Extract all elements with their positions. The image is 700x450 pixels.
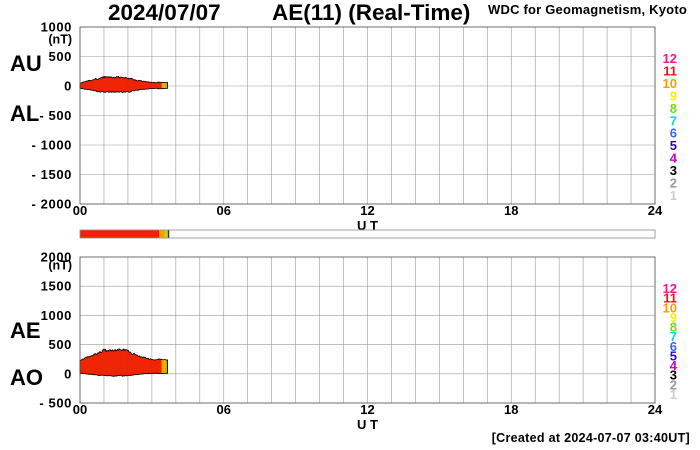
svg-text:AL: AL	[10, 101, 39, 126]
svg-text:24: 24	[648, 203, 663, 218]
svg-text:AE(11) (Real-Time): AE(11) (Real-Time)	[272, 0, 470, 25]
svg-text:12: 12	[360, 402, 374, 417]
svg-text:- 500: - 500	[39, 108, 72, 123]
svg-text:500: 500	[49, 337, 73, 352]
svg-text:18: 18	[504, 203, 518, 218]
svg-text:1: 1	[670, 387, 677, 402]
svg-text:(nT): (nT)	[48, 33, 72, 47]
svg-text:1500: 1500	[41, 279, 72, 294]
svg-text:- 1500: - 1500	[32, 167, 72, 182]
svg-text:2024/07/07: 2024/07/07	[108, 0, 221, 25]
svg-text:AU: AU	[10, 51, 42, 76]
svg-text:U T: U T	[357, 417, 378, 432]
svg-text:00: 00	[73, 402, 87, 417]
svg-text:24: 24	[648, 402, 663, 417]
svg-text:12: 12	[360, 203, 374, 218]
svg-text:WDC for Geomagnetism, Kyoto: WDC for Geomagnetism, Kyoto	[488, 2, 687, 17]
svg-text:[Created at 2024-07-07 03:40UT: [Created at 2024-07-07 03:40UT]	[492, 431, 690, 445]
svg-text:00: 00	[73, 203, 87, 218]
svg-text:0: 0	[64, 366, 72, 381]
svg-text:AO: AO	[10, 365, 43, 390]
svg-text:- 500: - 500	[39, 396, 72, 411]
svg-text:06: 06	[217, 203, 231, 218]
svg-text:0: 0	[64, 79, 72, 94]
svg-text:18: 18	[504, 402, 518, 417]
svg-text:- 1000: - 1000	[32, 138, 72, 153]
svg-text:1: 1	[670, 188, 677, 203]
svg-text:- 2000: - 2000	[32, 197, 72, 212]
svg-text:(nT): (nT)	[48, 259, 72, 273]
svg-text:500: 500	[49, 49, 73, 64]
svg-text:06: 06	[217, 402, 231, 417]
svg-text:1000: 1000	[41, 308, 72, 323]
svg-text:AE: AE	[10, 318, 41, 343]
